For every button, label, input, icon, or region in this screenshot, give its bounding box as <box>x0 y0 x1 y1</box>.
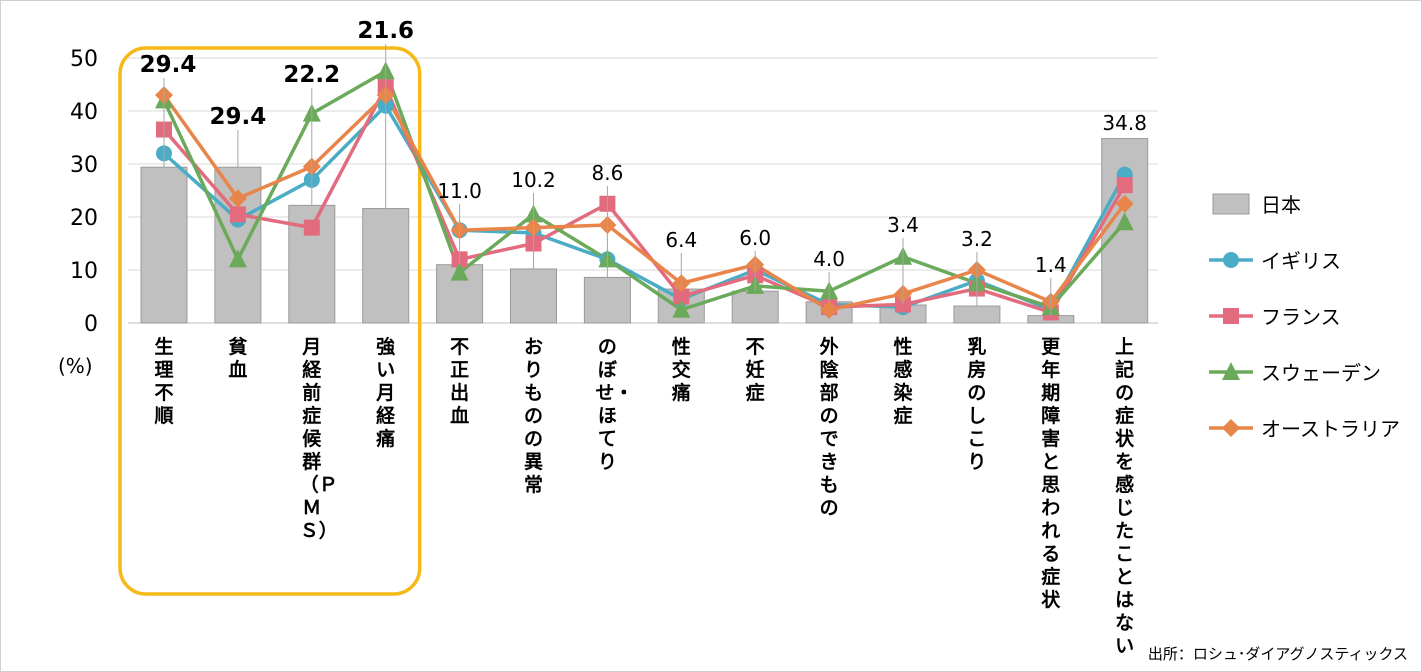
legend-label-1: フランス <box>1261 305 1341 329</box>
source-note: 出所：ロシュ･ダイアグノスティックス <box>1147 645 1408 663</box>
bar-13 <box>1101 138 1149 324</box>
bar-data-label-8: 6.0 <box>739 226 771 250</box>
bar-data-label-10: 3.4 <box>887 213 919 237</box>
legend-marker-0 <box>1223 252 1239 268</box>
category-label-11: 乳房のしこり <box>967 336 987 473</box>
bar-data-label-9: 4.0 <box>813 247 845 271</box>
marker-s2-13 <box>1115 212 1134 231</box>
category-label-9: 外陰部のできもの <box>819 336 839 519</box>
legend-label-bars: 日本 <box>1261 193 1301 217</box>
bar-5 <box>510 268 557 324</box>
bar-4 <box>436 264 484 324</box>
y-tick-label: 10 <box>70 259 98 284</box>
category-label-2: 月経前症候群（ＰＭＳ） <box>299 336 338 542</box>
marker-s1-2 <box>303 219 320 236</box>
y-tick-label: 30 <box>70 153 98 178</box>
marker-s3-13 <box>1115 194 1134 213</box>
bar-data-label-13: 34.8 <box>1102 111 1147 135</box>
marker-s1-13 <box>1116 177 1133 194</box>
category-label-0: 生理不順 <box>154 336 174 427</box>
marker-s3-9 <box>820 300 839 319</box>
y-tick-label: 0 <box>84 312 98 337</box>
marker-s1-7 <box>673 288 690 305</box>
category-label-7: 性交痛 <box>671 336 691 404</box>
series-line-3 <box>162 93 1127 312</box>
bar-data-label-0: 29.4 <box>140 52 197 78</box>
bar-data-label-12: 1.4 <box>1035 253 1067 277</box>
y-tick-label: 20 <box>70 206 98 231</box>
bar-3 <box>362 208 410 324</box>
legend-marker-3 <box>1222 419 1240 437</box>
series-line-2 <box>162 69 1127 312</box>
category-label-13: 上記の症状を感じたことはない <box>1115 336 1135 657</box>
category-label-1: 貧血 <box>228 336 248 381</box>
legend-label-3: オーストラリア <box>1261 417 1400 441</box>
category-label-5: おりものの異常 <box>523 336 543 496</box>
bar-data-label-1: 29.4 <box>210 104 267 130</box>
category-label-3: 強い月経痛 <box>376 336 396 450</box>
bar-data-label-3: 21.6 <box>357 18 414 44</box>
series-line-1 <box>162 85 1127 315</box>
marker-s1-1 <box>229 206 246 223</box>
category-label-4: 不正出血 <box>450 336 470 427</box>
marker-s2-4 <box>450 262 469 281</box>
category-label-8: 不妊症 <box>745 336 765 404</box>
bar-11 <box>953 305 1001 324</box>
bar-data-label-11: 3.2 <box>961 227 993 251</box>
category-label-12: 更年期障害と思われる症状 <box>1041 336 1061 611</box>
y-tick-label: 40 <box>70 100 98 125</box>
bar-data-label-4: 11.0 <box>437 179 482 203</box>
marker-s2-7 <box>672 299 691 318</box>
legend-label-0: イギリス <box>1261 249 1341 273</box>
legend-marker-2 <box>1222 362 1240 380</box>
bar-data-label-6: 8.6 <box>591 161 623 185</box>
bar-6 <box>583 276 631 324</box>
category-label-10: 性感染症 <box>893 336 913 427</box>
y-tick-label: 50 <box>70 47 98 72</box>
bar-0 <box>140 166 188 324</box>
marker-s3-1 <box>228 189 247 208</box>
series-line-0 <box>162 103 1127 312</box>
y-axis-unit: (%) <box>58 354 93 378</box>
marker-s2-1 <box>228 249 247 268</box>
legend-label-2: スウェーデン <box>1261 361 1381 385</box>
legend-marker-1 <box>1223 308 1239 324</box>
highlight-box <box>118 46 422 596</box>
category-label-6: のぼせ・ほてり <box>595 336 634 473</box>
legend-swatch-bars <box>1212 193 1250 215</box>
bar-data-label-7: 6.4 <box>665 228 697 252</box>
bar-data-label-2: 22.2 <box>283 62 340 88</box>
bar-data-label-5: 10.2 <box>511 168 556 192</box>
bar-8 <box>731 290 779 324</box>
